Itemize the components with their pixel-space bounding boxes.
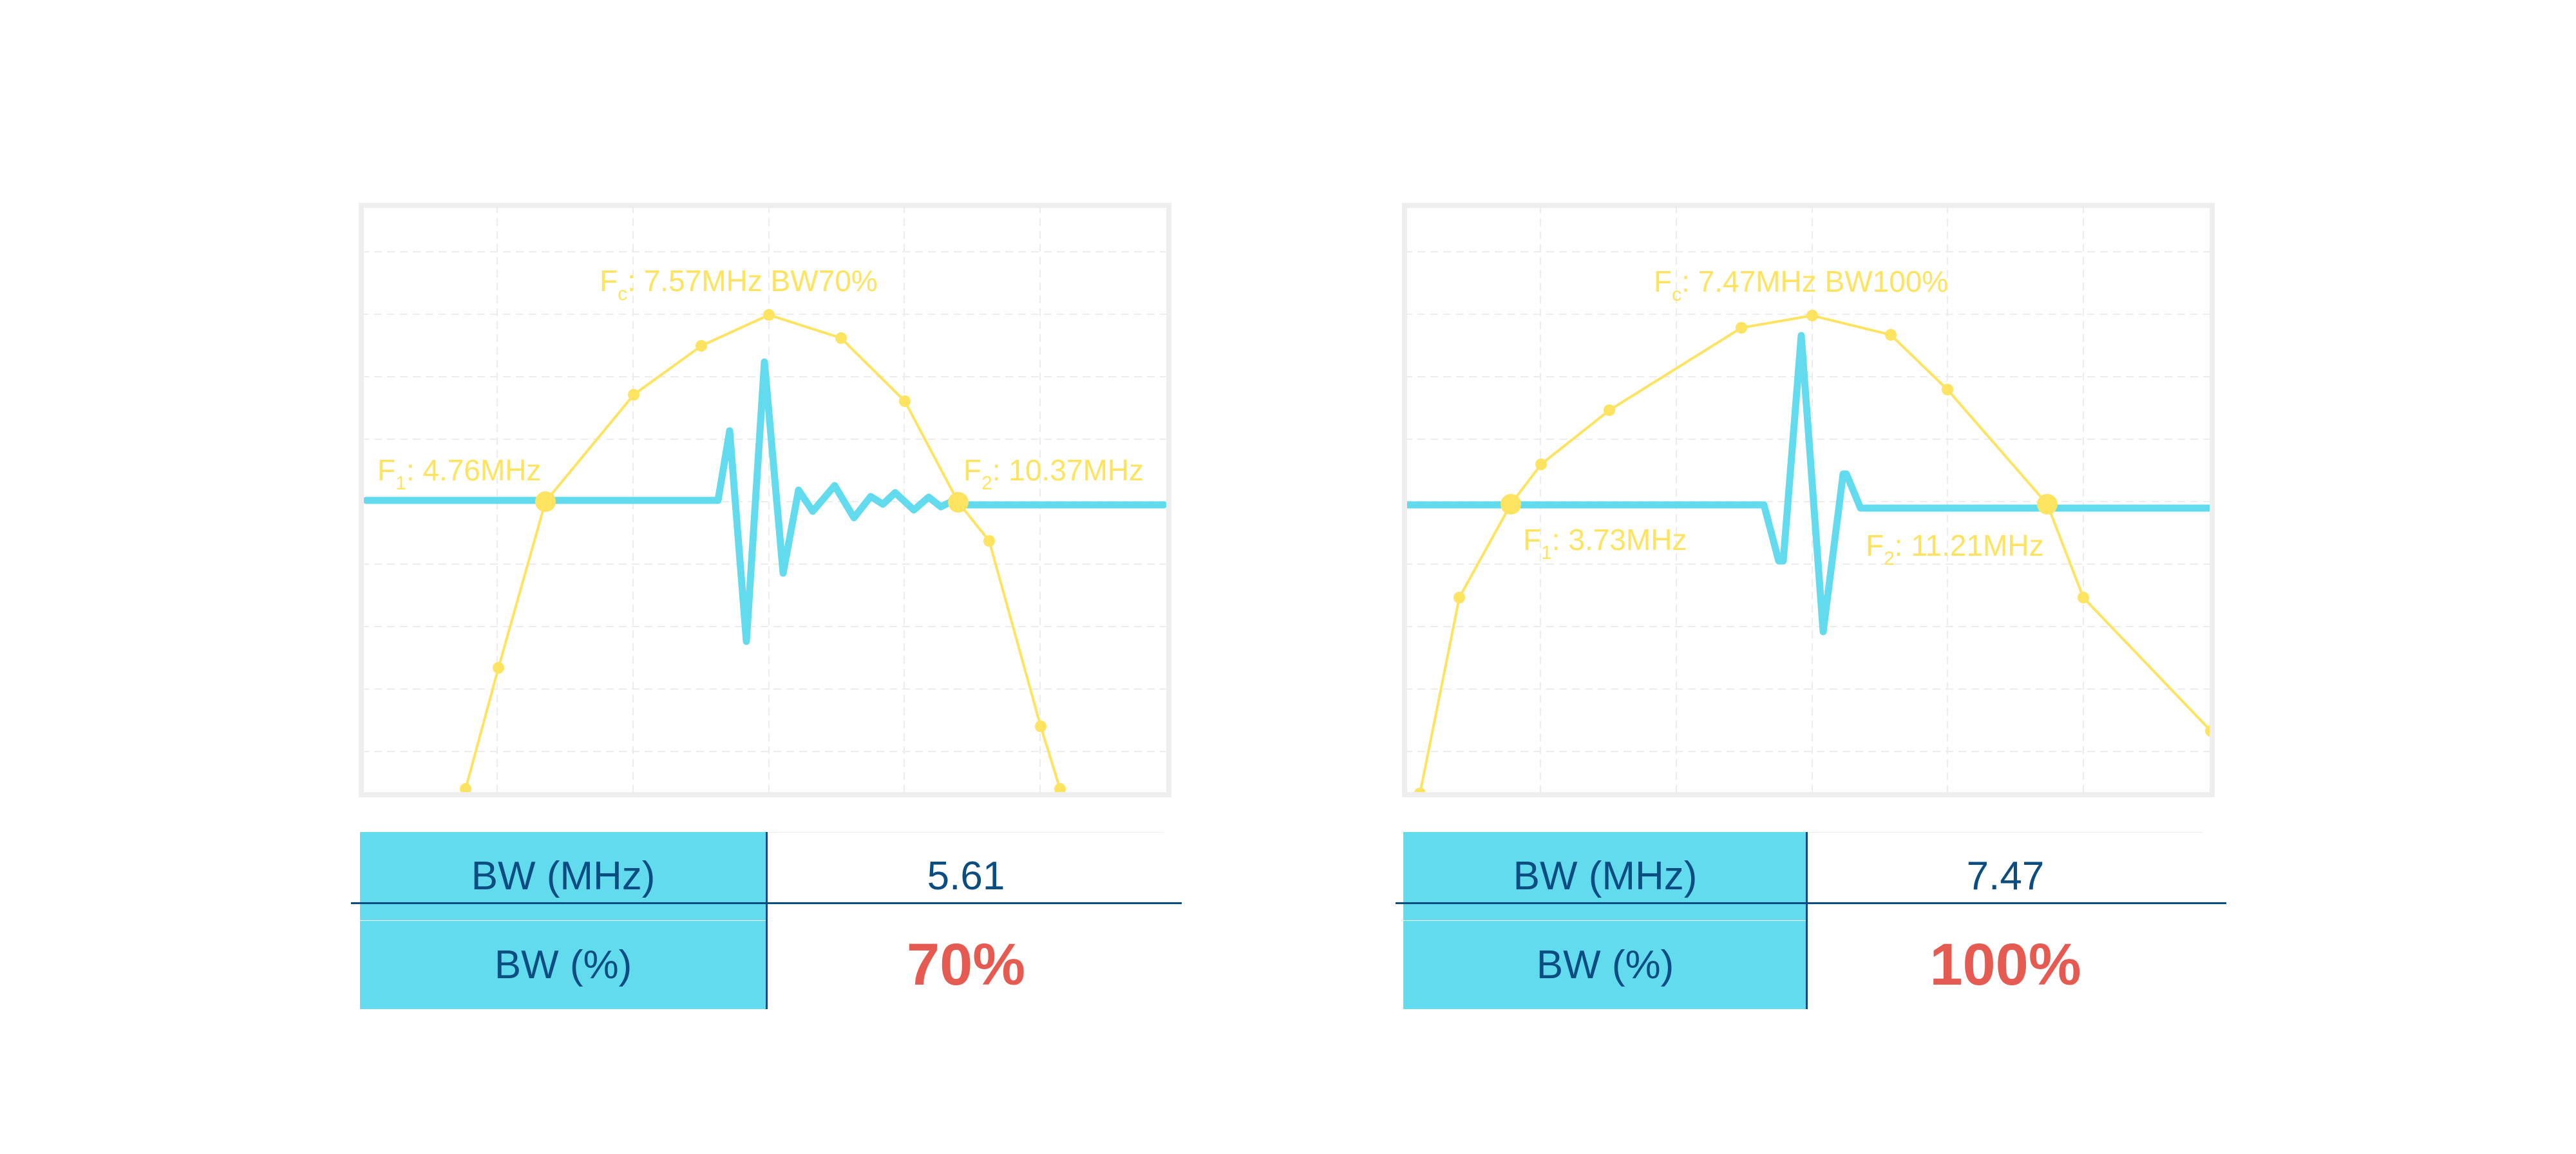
curve-point (899, 395, 911, 407)
label-f1-text: : 4.76MHz (406, 453, 542, 487)
label-f2-prefix: F (1866, 529, 1884, 562)
divider (766, 832, 1164, 833)
label-f1-sub: 1 (395, 473, 406, 494)
label-f2-prefix: F (963, 453, 981, 487)
label-fc-prefix: F (600, 264, 618, 298)
divider (1396, 902, 2226, 904)
header-bw-mhz: BW (MHz) (1403, 832, 1807, 920)
curve-point (2078, 592, 2089, 603)
header-bw-percent: BW (%) (1403, 921, 1807, 1009)
label-f1-prefix: F (1523, 523, 1541, 556)
label-f1-prefix: F (377, 453, 395, 487)
curve-point (1604, 404, 1615, 416)
curve-point (696, 340, 707, 352)
curve-point (1942, 384, 1953, 395)
cutoff-point (2037, 494, 2058, 515)
label-f1-sub: 1 (1541, 542, 1552, 563)
divider (1806, 832, 1808, 1009)
bandwidth-table-70: BW (MHz) 5.61 BW (%) 70% (351, 832, 1189, 1009)
cutoff-point (1501, 494, 1521, 515)
curve-point (1806, 310, 1818, 321)
label-f1: F1: 3.73MHz (1523, 523, 1687, 563)
panel-100: Fc: 7.47MHz BW100% F1: 3.73MHz F2: 11.21MH… (1396, 203, 2239, 1040)
curve-point (460, 783, 471, 795)
curve-point (493, 662, 504, 674)
frequency-response-curve (464, 313, 1061, 790)
label-f2-text: : 11.21MHz (1895, 529, 2044, 562)
label-f2: F2: 11.21MHz (1866, 529, 2044, 569)
spectrum-chart-70: Fc: 7.57MHz BW70%F1: 4.76MHz F2: 10.37MHz (359, 203, 1171, 797)
divider (1806, 832, 2203, 833)
frequency-response-curve (1419, 314, 2212, 794)
curve-point (1054, 783, 1066, 795)
plot-area: Fc: 7.57MHz BW70%F1: 4.76MHz F2: 10.37MHz (359, 203, 1171, 797)
divider (766, 832, 768, 1009)
bandwidth-table-100: BW (MHz) 7.47 BW (%) 100% (1396, 832, 2233, 1009)
value-bw-percent: 70% (906, 932, 1026, 998)
curve-point (1535, 459, 1547, 470)
value-bw-mhz: 5.61 (927, 854, 1005, 898)
plot-area: Fc: 7.47MHz BW100%F1: 3.73MHz F2: 11.21MH… (1402, 203, 2215, 797)
chart-frame (1402, 203, 2215, 797)
label-fc-sub: c (1672, 284, 1681, 305)
spectrum-chart-100: Fc: 7.47MHz BW100%F1: 3.73MHz F2: 11.21MH… (1402, 203, 2215, 797)
header-bw-percent: BW (%) (360, 921, 766, 1009)
curve-point (763, 309, 775, 321)
pulse-waveform (1405, 332, 2212, 636)
value-bw-mhz: 7.47 (1966, 854, 2045, 898)
curve-point (1885, 329, 1897, 341)
label-f2-text: : 10.37MHz (992, 453, 1144, 487)
panel-70: Fc: 7.57MHz BW70% F1: 4.76MHz F2: 10.37MHz… (351, 203, 1196, 1040)
label-fc-sub: c (618, 283, 627, 305)
curve-point (1454, 592, 1465, 603)
label-f2-sub: 2 (981, 473, 992, 494)
value-bw-percent: 100% (1929, 932, 2081, 998)
cutoff-point (535, 491, 556, 512)
label-fc: Fc: 7.57MHz BW70% (600, 264, 878, 305)
label-f1: F1: 4.76MHz (377, 453, 541, 494)
label-fc-text: : 7.57MHz BW70% (627, 264, 878, 298)
label-f2-sub: 2 (1884, 548, 1895, 569)
curve-point (983, 535, 995, 547)
cutoff-point (948, 492, 969, 513)
curve-point (835, 332, 847, 344)
curve-point (628, 389, 639, 401)
header-bw-mhz: BW (MHz) (360, 832, 766, 920)
curve-point (1035, 721, 1046, 732)
pulse-waveform (363, 358, 1168, 645)
divider (351, 902, 1182, 904)
label-fc: Fc: 7.47MHz BW100% (1654, 265, 1948, 305)
chart-frame (359, 203, 1171, 797)
label-fc-prefix: F (1654, 265, 1672, 298)
label-fc-text: : 7.47MHz BW100% (1681, 265, 1948, 298)
label-f1-text: : 3.73MHz (1552, 523, 1687, 556)
label-f2: F2: 10.37MHz (963, 453, 1144, 494)
curve-point (1736, 322, 1747, 334)
